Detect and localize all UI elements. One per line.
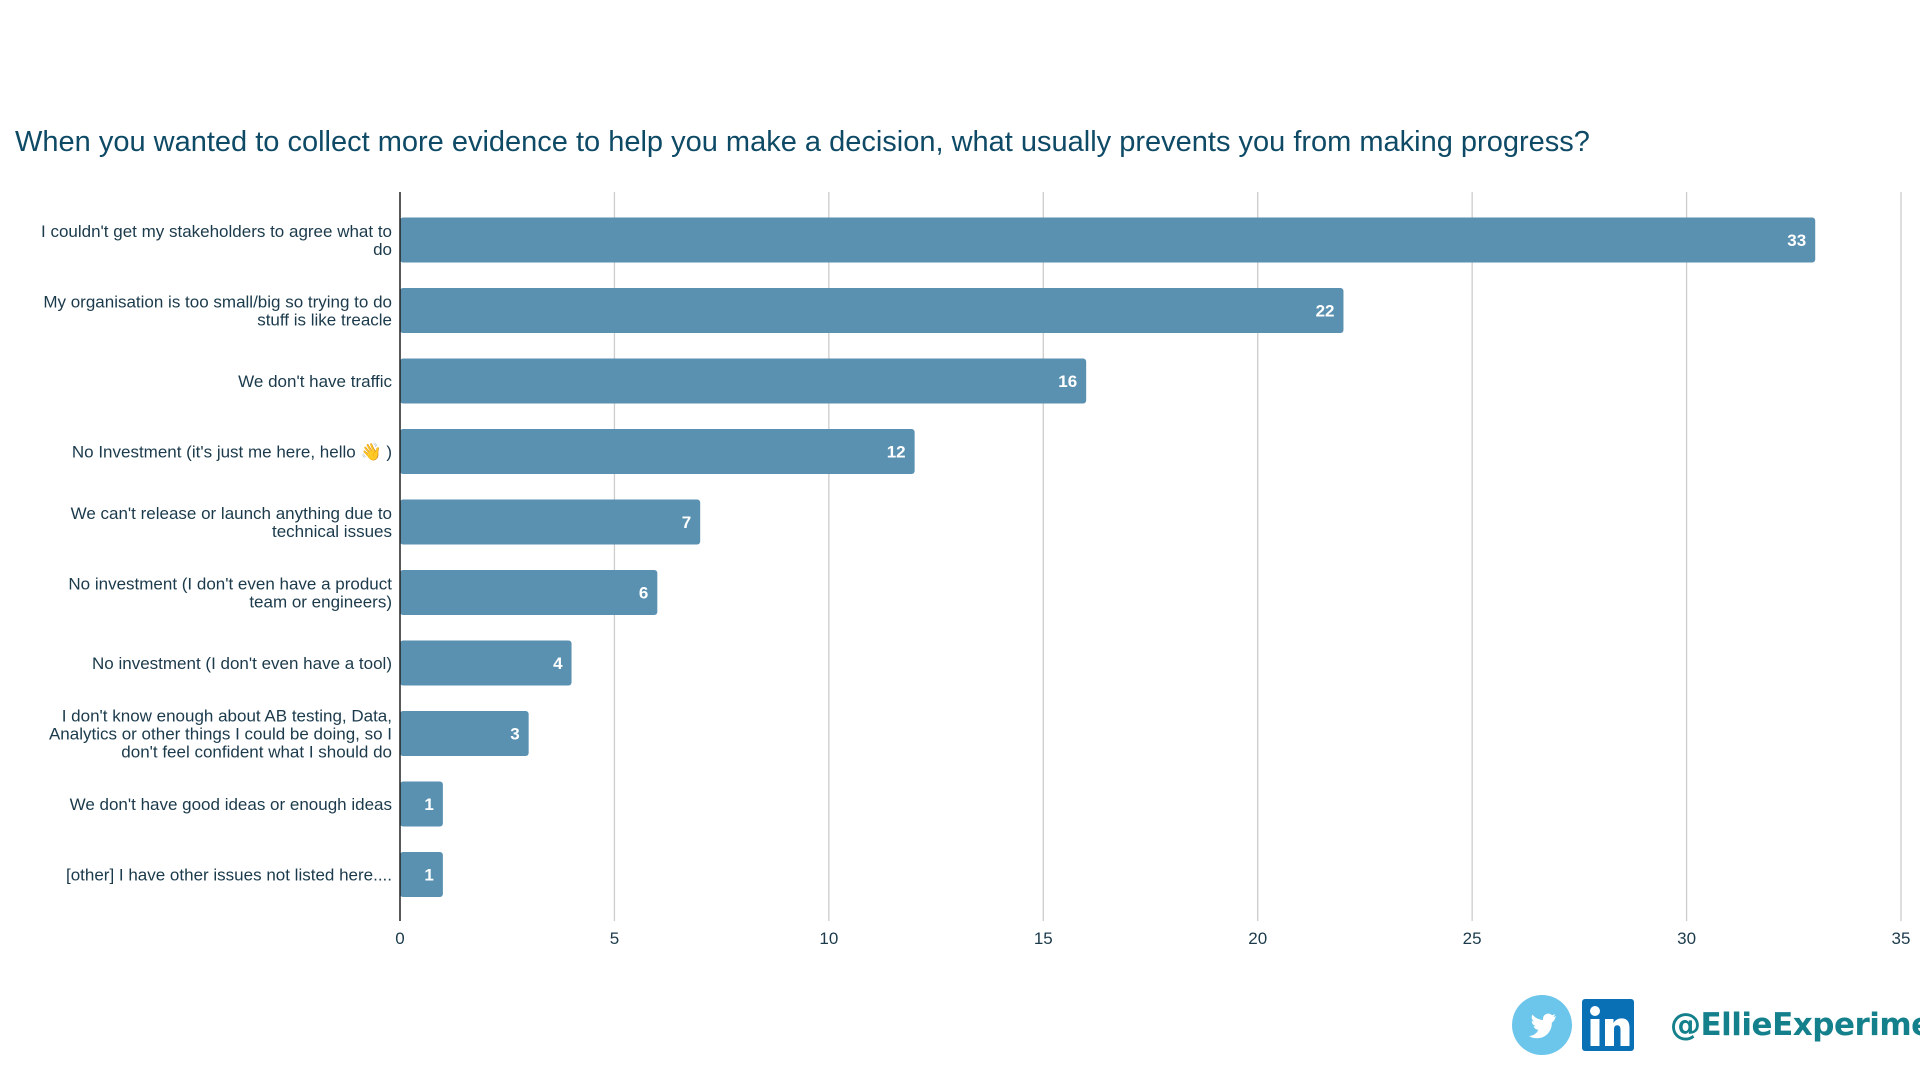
bar — [400, 570, 658, 615]
category-label: I don't know enough about AB testing, Da… — [49, 707, 392, 762]
bar — [400, 781, 443, 827]
data-label: 7 — [682, 513, 691, 532]
twitter-icon[interactable] — [1512, 995, 1572, 1055]
category-label: We don't have traffic — [238, 372, 392, 391]
social-footer: @EllieExperiment — [1512, 994, 1920, 1056]
data-label: 22 — [1316, 302, 1335, 321]
x-tick-label: 15 — [1034, 929, 1053, 948]
bar — [400, 288, 1344, 333]
data-label: 33 — [1787, 231, 1806, 250]
category-label: My organisation is too small/big so tryi… — [43, 293, 392, 330]
data-label: 16 — [1058, 372, 1077, 391]
category-label: [other] I have other issues not listed h… — [66, 866, 392, 885]
category-label-line: don't feel confident what I should do — [121, 743, 392, 762]
data-label: 1 — [424, 795, 433, 814]
category-label: No investment (I don't even have a produ… — [68, 575, 392, 612]
category-label-line: I don't know enough about AB testing, Da… — [62, 707, 392, 726]
bar — [400, 640, 572, 686]
category-label-line: Analytics or other things I could be doi… — [49, 725, 392, 744]
bar — [400, 711, 529, 756]
category-label: I couldn't get my stakeholders to agree … — [41, 222, 392, 259]
category-label-line: We don't have traffic — [238, 372, 392, 391]
x-tick-label: 0 — [395, 929, 404, 948]
category-label-line: do — [373, 240, 392, 259]
category-label-line: My organisation is too small/big so tryi… — [43, 293, 392, 312]
data-label: 1 — [424, 866, 433, 885]
bar — [400, 499, 701, 545]
bar — [400, 358, 1087, 404]
category-label: We don't have good ideas or enough ideas — [70, 795, 392, 814]
category-label-line: [other] I have other issues not listed h… — [66, 866, 392, 885]
data-label: 3 — [510, 725, 519, 744]
x-tick-label: 10 — [819, 929, 838, 948]
category-label-line: We don't have good ideas or enough ideas — [70, 795, 392, 814]
category-label-line: No investment (I don't even have a produ… — [68, 575, 392, 594]
category-label-line: No Investment (it's just me here, hello … — [72, 443, 392, 463]
category-label-line: We can't release or launch anything due … — [71, 504, 392, 523]
category-label-line: No investment (I don't even have a tool) — [92, 654, 392, 673]
x-tick-label: 30 — [1677, 929, 1696, 948]
data-label: 12 — [887, 443, 906, 462]
social-handle[interactable]: @EllieExperiment — [1670, 1007, 1920, 1043]
x-tick-label: 20 — [1248, 929, 1267, 948]
bar — [400, 852, 443, 897]
linkedin-icon[interactable] — [1580, 998, 1644, 1052]
category-label-line: team or engineers) — [249, 593, 392, 612]
category-label-line: I couldn't get my stakeholders to agree … — [41, 222, 392, 241]
chart-title: When you wanted to collect more evidence… — [15, 126, 1590, 158]
data-label: 4 — [553, 654, 563, 673]
x-tick-label: 25 — [1463, 929, 1482, 948]
category-label: No investment (I don't even have a tool) — [92, 654, 392, 673]
category-label-line: stuff is like treacle — [257, 311, 392, 330]
category-label: No Investment (it's just me here, hello … — [72, 443, 392, 463]
data-label: 6 — [639, 584, 648, 603]
bar — [400, 217, 1816, 263]
x-tick-label: 5 — [610, 929, 619, 948]
category-label: We can't release or launch anything due … — [71, 504, 392, 541]
x-tick-label: 35 — [1892, 929, 1911, 948]
category-label-line: technical issues — [272, 522, 392, 541]
bar — [400, 429, 915, 474]
